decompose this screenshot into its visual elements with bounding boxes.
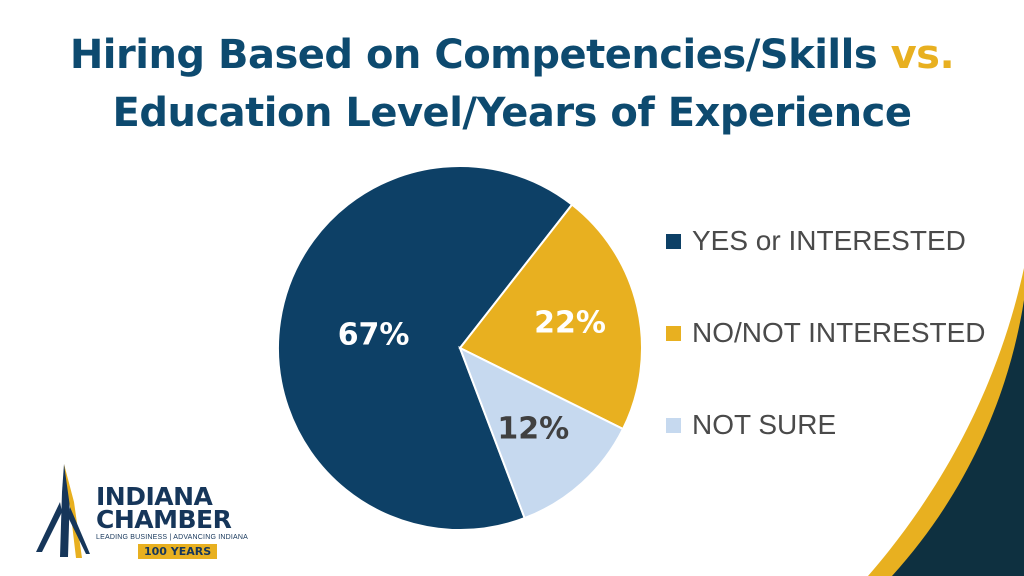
- legend-swatch-not-sure: [666, 417, 681, 433]
- legend-label-no: NO/NOT INTERESTED: [692, 317, 986, 348]
- logo-text-chamber: CHAMBER: [96, 505, 232, 534]
- legend-swatch-no: [666, 325, 681, 341]
- corner-decoration: [868, 268, 1024, 576]
- title-vs: vs.: [890, 32, 955, 78]
- logo-monument-icon: [36, 464, 90, 558]
- legend-item-yes: YES or INTERESTED: [666, 224, 1006, 258]
- legend-label-not-sure: NOT SURE: [692, 409, 837, 440]
- logo-badge-100-years: 100 YEARS: [138, 544, 218, 559]
- legend-label-yes: YES or INTERESTED: [692, 225, 966, 256]
- pie-slice-yes: [277, 165, 574, 531]
- pie-slice-not-sure: [458, 345, 625, 520]
- pie-slice-no: [458, 203, 643, 431]
- legend-swatch-yes: [666, 233, 681, 249]
- slide-title: Hiring Based on Competencies/Skills vs. …: [0, 26, 1024, 142]
- legend-item-no: NO/NOT INTERESTED: [666, 316, 1006, 350]
- title-main: Hiring Based on Competencies/Skills: [69, 32, 891, 78]
- logo-tagline: LEADING BUSINESS | ADVANCING INDIANA: [96, 534, 249, 541]
- legend-item-not-sure: NOT SURE: [666, 408, 1006, 442]
- logo-text-indiana: INDIANA: [96, 482, 213, 511]
- pie-label-no: 22%: [534, 306, 606, 341]
- pie-label-not-sure: 12%: [497, 411, 569, 446]
- indiana-chamber-logo: INDIANA CHAMBER LEADING BUSINESS | ADVAN…: [30, 462, 250, 562]
- pie-label-yes: 67%: [338, 317, 410, 352]
- corner-swoosh-dark: [892, 300, 1024, 576]
- title-line-2: Education Level/Years of Experience: [112, 90, 912, 136]
- chart-legend: YES or INTERESTED NO/NOT INTERESTED NOT …: [666, 224, 1006, 500]
